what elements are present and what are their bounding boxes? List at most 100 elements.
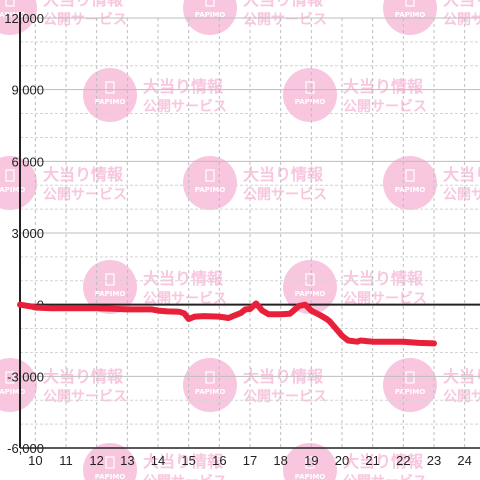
y-tick-label: -3,000 (7, 369, 44, 384)
watermark-line2: 公開サービス (343, 474, 427, 480)
phone-icon (5, 169, 15, 182)
x-tick-label: 10 (28, 453, 42, 468)
watermark-brand: PAPIMO (295, 98, 326, 106)
x-tick-label: 12 (89, 453, 103, 468)
watermark-line1: 大当り情報 (43, 0, 124, 9)
watermark-line2: 公開サービス (43, 187, 127, 203)
x-tick-label: 14 (151, 453, 165, 468)
x-tick-label: 19 (304, 453, 318, 468)
watermark-brand: PAPIMO (0, 388, 25, 396)
y-tick-label: 12,000 (4, 11, 44, 26)
x-tick-label: 21 (365, 453, 379, 468)
axes (19, 12, 480, 449)
phone-icon (105, 456, 115, 469)
phone-icon (205, 169, 215, 182)
watermark-brand: PAPIMO (95, 290, 126, 298)
watermark-brand: PAPIMO (195, 388, 226, 396)
x-tick-label: 11 (59, 453, 73, 468)
watermark-line2: 公開サービス (43, 389, 127, 405)
watermark-line1: 大当り情報 (443, 165, 480, 184)
watermark-brand: PAPIMO (195, 186, 226, 194)
watermark-line2: 公開サービス (43, 12, 127, 28)
watermark-line1: 大当り情報 (43, 165, 124, 184)
watermark-line1: 大当り情報 (143, 77, 224, 96)
watermark-line2: 公開サービス (343, 99, 427, 115)
watermark-brand: PAPIMO (95, 473, 126, 480)
watermark-brand: PAPIMO (95, 98, 126, 106)
series-layer (17, 300, 437, 347)
phone-icon (305, 273, 315, 286)
phone-icon (205, 371, 215, 384)
watermark-line1: 大当り情報 (143, 269, 224, 288)
watermark-brand: PAPIMO (0, 11, 25, 19)
watermark-logo-icon (183, 156, 237, 210)
watermark-logo-icon (183, 0, 237, 35)
watermark-line2: 公開サービス (143, 291, 227, 307)
watermark-logo-icon (0, 0, 37, 35)
phone-icon (405, 371, 415, 384)
x-tick-label: 18 (273, 453, 287, 468)
watermark-line2: 公開サービス (243, 389, 327, 405)
watermark-logo-icon (283, 260, 337, 314)
watermark-logo-icon (283, 68, 337, 122)
watermark-line1: 大当り情報 (143, 452, 224, 471)
watermark-brand: PAPIMO (295, 473, 326, 480)
y-tick-label: 3,000 (11, 226, 44, 241)
watermark-logo-icon (383, 358, 437, 412)
x-tick-label: 13 (120, 453, 134, 468)
watermark-line2: 公開サービス (143, 474, 227, 480)
watermark-line2: 公開サービス (443, 389, 480, 405)
watermark-line1: 大当り情報 (243, 0, 324, 9)
watermark-line2: 公開サービス (443, 187, 480, 203)
phone-icon (305, 81, 315, 94)
watermark-line2: 公開サービス (243, 12, 327, 28)
watermark-logo-icon (383, 156, 437, 210)
watermark-brand: PAPIMO (395, 11, 426, 19)
watermark-logo-icon (83, 443, 137, 480)
watermark-line2: 公開サービス (243, 187, 327, 203)
y-tick-label: 6,000 (11, 154, 44, 169)
watermark-line1: 大当り情報 (343, 77, 424, 96)
phone-icon (5, 0, 15, 7)
y-tick-label: -6,000 (7, 441, 44, 456)
phone-icon (405, 169, 415, 182)
phone-icon (5, 371, 15, 384)
x-tick-label: 20 (335, 453, 349, 468)
watermark-brand: PAPIMO (395, 186, 426, 194)
watermark-logo-icon (0, 358, 37, 412)
x-tick-label: 22 (396, 453, 410, 468)
x-tick-label: 24 (457, 453, 471, 468)
series-line (17, 300, 437, 347)
watermark-brand: PAPIMO (195, 11, 226, 19)
x-tick-label: 23 (427, 453, 441, 468)
phone-icon (405, 0, 415, 7)
y-tick-label: 9,000 (11, 83, 44, 98)
watermark-line2: 公開サービス (443, 12, 480, 28)
phone-icon (105, 81, 115, 94)
x-tick-label: 17 (243, 453, 257, 468)
watermark-logo-icon (183, 358, 237, 412)
watermark-brand: PAPIMO (295, 290, 326, 298)
watermark-brand: PAPIMO (0, 186, 25, 194)
watermark-line1: 大当り情報 (243, 165, 324, 184)
watermark-logo-icon (283, 443, 337, 480)
x-tick-label: 15 (181, 453, 195, 468)
phone-icon (305, 456, 315, 469)
watermark-logo-icon (383, 0, 437, 35)
watermark-line1: 大当り情報 (343, 269, 424, 288)
watermark-line2: 公開サービス (143, 99, 227, 115)
watermark-brand: PAPIMO (395, 388, 426, 396)
